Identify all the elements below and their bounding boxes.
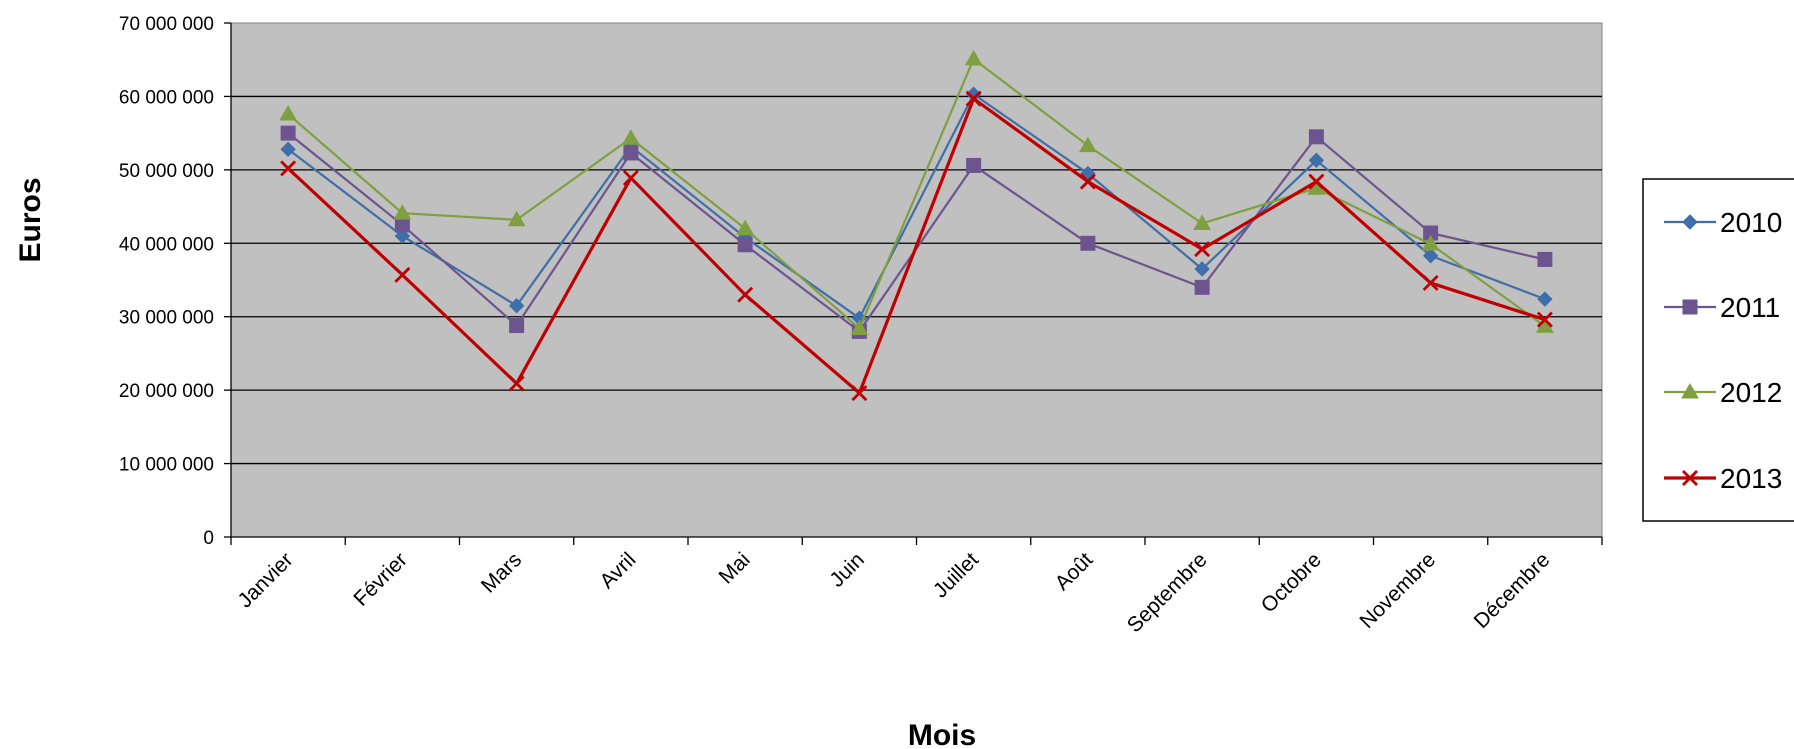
legend-swatch-marker [1681, 382, 1699, 399]
series-2012-point-marker [964, 49, 983, 66]
y-tick-label: 20 000 000 [119, 381, 214, 402]
legend-item-2013: 2013 [1664, 463, 1782, 494]
series-2012-point-marker [1079, 136, 1097, 153]
series-2010-point-marker [1308, 152, 1325, 169]
series-2011-point-marker [1537, 251, 1553, 267]
y-tick-label: 40 000 000 [119, 234, 214, 255]
series-2010-line [287, 93, 1546, 320]
series-2012-point-marker [393, 204, 412, 220]
series-2011-point-marker [394, 217, 410, 233]
series-2010-point-marker [508, 297, 525, 314]
series-2012-point-marker [507, 210, 526, 227]
x-axis-ticks: Janvier Février Mars Avril Mai Juin Juillet Aoû… [230, 537, 1603, 637]
legend-swatch-marker [1682, 299, 1698, 315]
series-2010-point-marker [1422, 248, 1439, 264]
series-2011-point-marker [509, 318, 525, 334]
x-tick-label: Juin [825, 548, 869, 592]
series-2011-point-marker [1080, 235, 1096, 251]
x-tick-label: Octobre [1257, 548, 1326, 617]
y-tick-label: 50 000 000 [119, 161, 214, 182]
x-axis-title: Mois [908, 719, 976, 749]
series-group [279, 49, 1554, 402]
x-tick-label: Juillet [929, 548, 983, 602]
series-2013-point-marker-stroke [1079, 173, 1096, 190]
y-axis-title: Euros [14, 177, 47, 262]
series-2013-point-marker [1194, 241, 1211, 258]
legend: 2010 2011 2012 2013 [1664, 207, 1782, 494]
series-2013-point-marker-stroke [1536, 311, 1553, 328]
series-2013-line [287, 97, 1546, 395]
gridlines [231, 95, 1602, 465]
series-2013-point-marker-stroke [851, 385, 868, 402]
x-tick-label: Novembre [1355, 548, 1440, 633]
legend-label: 2010 [1720, 207, 1782, 238]
series-2013-point-marker [280, 160, 297, 177]
series-2013-point-marker [1308, 173, 1325, 190]
series-2013-point-marker-stroke [737, 286, 754, 303]
legend-swatch-marker-stroke [1682, 470, 1698, 486]
series-2012-point-marker [850, 319, 869, 335]
legend-swatch-marker [1682, 214, 1698, 230]
series-2013-point-marker [1536, 311, 1553, 328]
x-tick-label: Août [1051, 548, 1098, 595]
series-2010-point-marker [1194, 261, 1210, 277]
series-2013-point-marker-stroke [622, 169, 639, 186]
series-2010-point-marker [394, 228, 411, 244]
series-2013-point-marker [622, 169, 639, 186]
plot-area [230, 22, 1603, 538]
legend-item-2012: 2012 [1664, 377, 1782, 408]
series-2011-point-marker [280, 125, 296, 141]
series-2013-point-marker [1422, 274, 1439, 291]
series-2013-point-marker-stroke [965, 90, 982, 107]
y-tick-label: 60 000 000 [119, 87, 214, 108]
series-2013 [280, 90, 1553, 402]
x-tick-label: Septembre [1123, 548, 1212, 637]
series-2011-point-marker [1194, 279, 1210, 295]
legend-label: 2012 [1720, 377, 1782, 408]
series-2013-point-marker-stroke [280, 160, 297, 177]
series-2013-point-marker-stroke [1194, 241, 1211, 258]
y-tick-label: 0 [203, 528, 214, 549]
series-2012-point-marker [1193, 214, 1211, 230]
series-2013-point-marker [851, 385, 868, 402]
y-tick-label: 10 000 000 [119, 455, 214, 476]
legend-item-2011: 2011 [1664, 292, 1780, 323]
y-tick-label: 30 000 000 [119, 308, 214, 329]
series-2011-point-marker [1308, 129, 1324, 145]
series-2013-point-marker-stroke [394, 266, 411, 283]
series-2013-point-marker [737, 286, 754, 303]
series-2012-point-marker [736, 219, 754, 236]
series-2013-point-marker [394, 266, 411, 283]
series-2013-point-marker [508, 375, 525, 392]
x-tick-label: Février [349, 548, 411, 610]
series-2012-point-marker [279, 105, 297, 121]
legend-item-2010: 2010 [1664, 207, 1782, 238]
series-2012-point-marker [622, 129, 640, 145]
series-2013-point-marker-stroke [508, 375, 525, 392]
series-2010-point-marker [280, 141, 296, 158]
legend-box [1642, 178, 1794, 522]
series-2013-point-marker-stroke [1422, 274, 1439, 291]
y-axis-ticks: 0 10 000 000 20 000 000 30 000 000 40 000 00… [119, 14, 231, 549]
series-2012-point-marker [1421, 235, 1440, 251]
series-2010-point-marker [1537, 291, 1553, 307]
series-2013-point-marker [1079, 173, 1096, 190]
legend-label: 2011 [1720, 292, 1780, 323]
x-tick-label: Avril [596, 548, 641, 593]
legend-label: 2013 [1720, 463, 1782, 494]
series-2013-point-marker-stroke [1308, 173, 1325, 190]
x-tick-label: Décembre [1470, 548, 1555, 633]
x-tick-label: Mars [477, 548, 526, 597]
x-tick-label: Mai [714, 548, 754, 588]
x-tick-label: Janvier [234, 548, 298, 612]
y-tick-label: 70 000 000 [119, 14, 214, 35]
series-2013-point-marker [965, 90, 982, 107]
series-2011-point-marker [737, 237, 753, 253]
series-2011-point-marker [623, 145, 639, 161]
legend-swatch-marker [1682, 470, 1698, 486]
series-2011-point-marker [966, 157, 982, 173]
